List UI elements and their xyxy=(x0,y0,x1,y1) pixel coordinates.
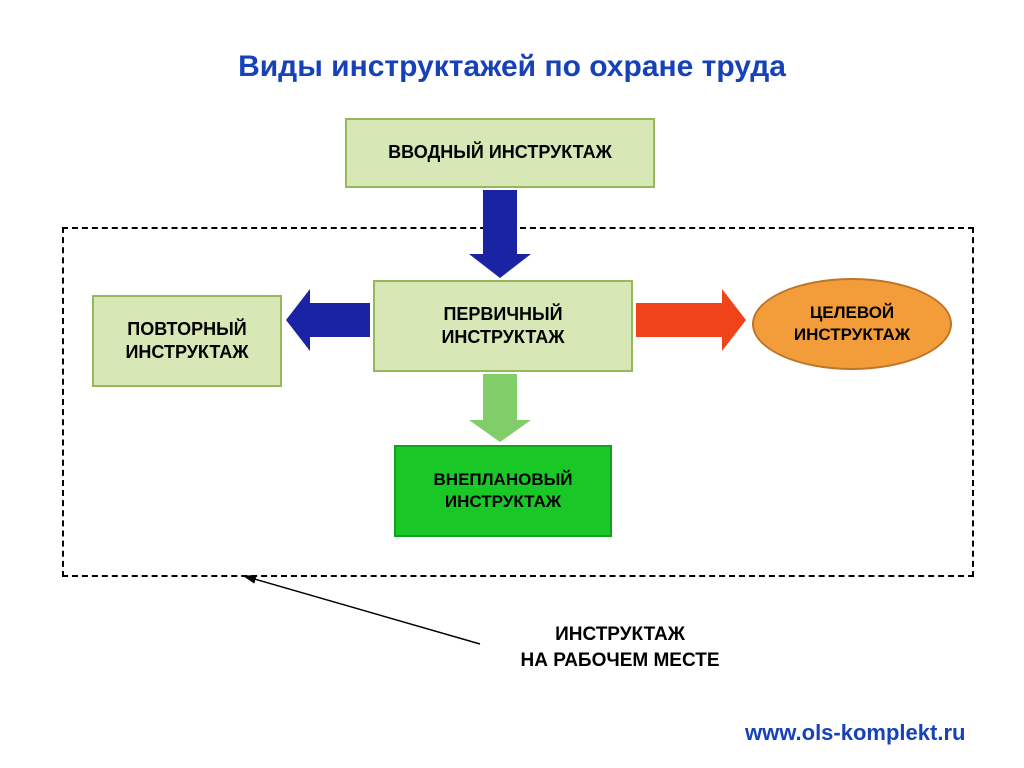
box-unscheduled-label: ВНЕПЛАНОВЫЙ ИНСТРУКТАЖ xyxy=(426,469,581,513)
box-target-label: ЦЕЛЕВОЙ ИНСТРУКТАЖ xyxy=(786,302,918,346)
footer-url: www.ols-komplekt.ru xyxy=(745,720,965,746)
box-intro-label: ВВОДНЫЙ ИНСТРУКТАЖ xyxy=(380,141,620,164)
box-repeat: ПОВТОРНЫЙ ИНСТРУКТАЖ xyxy=(92,295,282,387)
box-target: ЦЕЛЕВОЙ ИНСТРУКТАЖ xyxy=(752,278,952,370)
pointer-caption-to-group xyxy=(244,576,480,644)
workplace-caption: ИНСТРУКТАЖ НА РАБОЧЕМ МЕСТЕ xyxy=(490,622,750,673)
box-repeat-label: ПОВТОРНЫЙ ИНСТРУКТАЖ xyxy=(117,318,256,365)
box-primary-label: ПЕРВИЧНЫЙ ИНСТРУКТАЖ xyxy=(433,303,572,350)
box-primary: ПЕРВИЧНЫЙ ИНСТРУКТАЖ xyxy=(373,280,633,372)
box-unscheduled: ВНЕПЛАНОВЫЙ ИНСТРУКТАЖ xyxy=(394,445,612,537)
diagram-title: Виды инструктажей по охране труда xyxy=(0,50,1024,84)
box-intro: ВВОДНЫЙ ИНСТРУКТАЖ xyxy=(345,118,655,188)
